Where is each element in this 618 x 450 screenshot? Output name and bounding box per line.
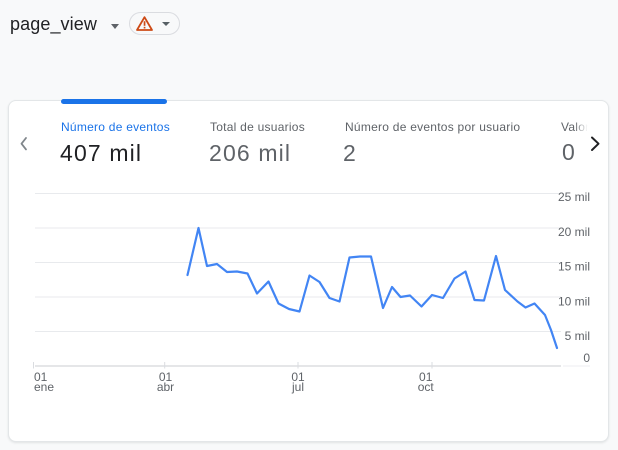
svg-text:01: 01: [291, 370, 305, 384]
svg-text:01: 01: [419, 370, 433, 384]
svg-text:25 mil: 25 mil: [558, 190, 590, 204]
svg-text:15 mil: 15 mil: [558, 260, 590, 274]
svg-text:0: 0: [583, 351, 590, 365]
svg-text:oct: oct: [418, 380, 435, 394]
svg-text:5 mil: 5 mil: [565, 329, 590, 343]
svg-text:01: 01: [159, 370, 173, 384]
svg-text:20 mil: 20 mil: [558, 225, 590, 239]
svg-text:jul: jul: [291, 380, 304, 394]
svg-text:abr: abr: [157, 380, 174, 394]
svg-text:01: 01: [34, 370, 48, 384]
svg-text:10 mil: 10 mil: [558, 295, 590, 309]
svg-text:ene: ene: [34, 380, 54, 394]
